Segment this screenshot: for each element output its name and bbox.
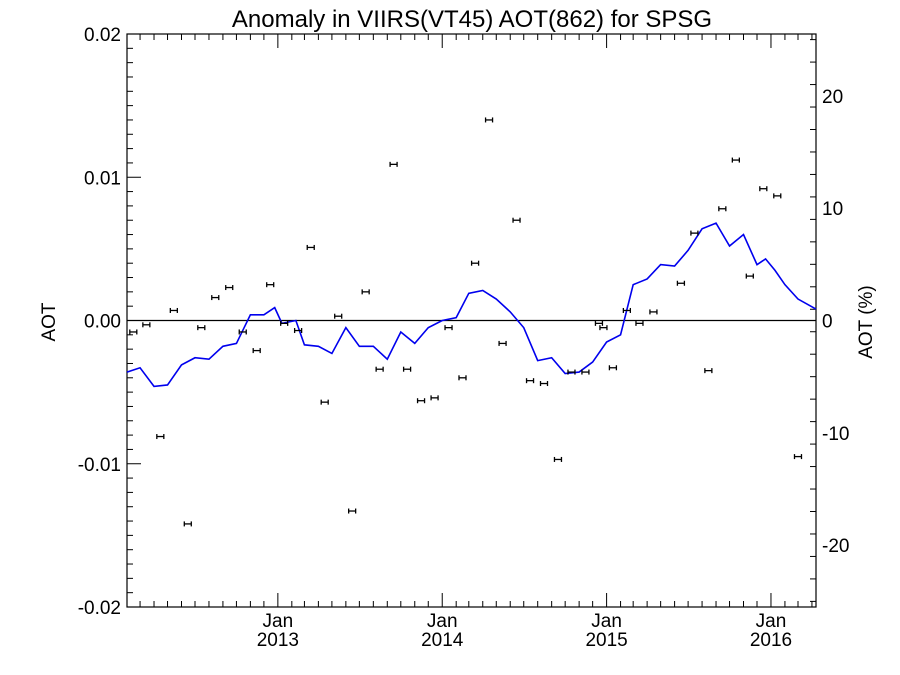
y-tick-label: 0.01 <box>84 168 121 189</box>
y-tick-label: -0.02 <box>78 598 121 619</box>
y-axis-label: AOT <box>39 302 60 341</box>
data-point <box>266 282 275 288</box>
data-point <box>361 289 370 295</box>
data-point <box>608 365 618 371</box>
x-tick-label-year: 2015 <box>585 630 627 651</box>
data-point <box>197 325 206 331</box>
y-axis-right-label: AOT (%) <box>856 285 877 359</box>
data-point <box>156 434 165 440</box>
data-point <box>416 398 426 404</box>
y-tick-label: 0.00 <box>84 312 121 333</box>
data-point <box>649 309 658 315</box>
data-point <box>430 395 439 401</box>
data-point <box>512 217 521 223</box>
data-point <box>470 260 480 266</box>
plot-area: -0.02-0.010.000.010.02-20-1001020Jan2013… <box>78 25 850 651</box>
y-right-tick-label: 0 <box>822 312 833 333</box>
data-point <box>320 399 329 405</box>
data-point <box>745 273 754 279</box>
data-point <box>635 320 644 326</box>
data-point <box>731 157 740 163</box>
data-point <box>525 378 535 384</box>
data-point <box>389 161 398 167</box>
data-point <box>402 366 412 372</box>
chart-title: Anomaly in VIIRS(VT45) AOT(862) for SPSG <box>232 6 712 33</box>
data-point <box>444 325 453 331</box>
data-point <box>498 340 507 346</box>
data-point <box>225 285 234 291</box>
data-point <box>718 206 727 212</box>
data-point <box>375 366 384 372</box>
y-right-tick-label: 10 <box>822 199 843 220</box>
x-tick-label-year: 2016 <box>750 630 792 651</box>
y-right-tick-label: -10 <box>822 424 849 445</box>
x-tick-label-month: Jan <box>263 611 294 632</box>
data-point <box>594 320 604 326</box>
x-tick-label-year: 2014 <box>421 630 464 651</box>
y-tick-label: -0.01 <box>78 455 121 476</box>
data-point <box>183 521 192 527</box>
y-right-tick-label: -20 <box>822 536 849 557</box>
data-point <box>676 280 686 286</box>
data-point <box>690 230 699 236</box>
data-point <box>539 381 549 387</box>
x-tick-label-month: Jan <box>756 611 787 632</box>
data-point <box>238 329 247 335</box>
data-point <box>773 193 782 199</box>
data-point <box>252 348 261 354</box>
data-point <box>484 117 494 123</box>
data-point <box>293 328 303 334</box>
data-point <box>599 325 608 331</box>
data-point <box>211 295 220 301</box>
x-tick-label-year: 2013 <box>257 630 299 651</box>
data-point <box>704 368 713 374</box>
data-point <box>458 375 467 381</box>
data-point <box>169 307 178 313</box>
data-point <box>334 313 343 319</box>
data-point <box>142 322 151 328</box>
data-point <box>622 307 632 313</box>
data-point <box>793 454 803 460</box>
trend-line <box>126 222 817 388</box>
data-point <box>129 329 138 335</box>
data-point <box>581 369 590 375</box>
data-point <box>759 186 768 192</box>
data-point <box>553 456 563 462</box>
x-tick-label-month: Jan <box>591 611 622 632</box>
data-point <box>306 244 315 250</box>
data-point <box>280 320 289 326</box>
y-right-tick-label: 20 <box>822 87 843 108</box>
y-tick-label: 0.02 <box>84 25 121 46</box>
x-tick-label-month: Jan <box>427 611 458 632</box>
data-point <box>567 369 576 375</box>
data-point <box>348 508 357 514</box>
